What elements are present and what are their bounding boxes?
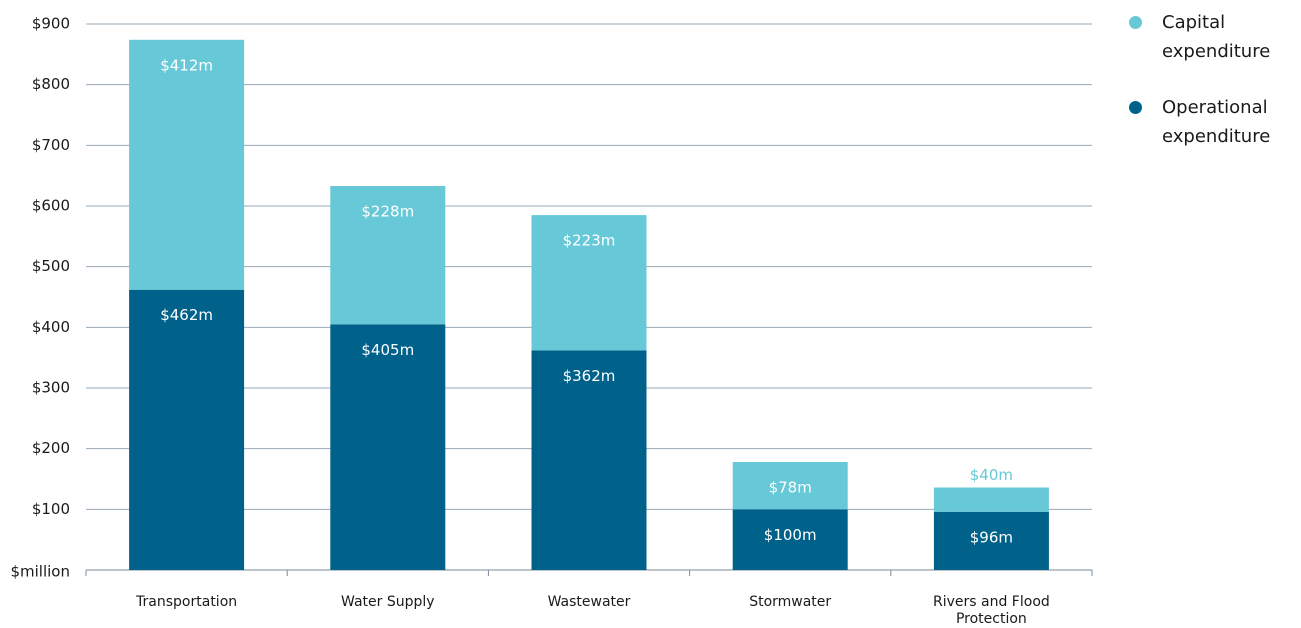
y-tick-label: $600 [32,197,70,215]
y-tick-label: $800 [32,75,70,93]
x-tick-label: Rivers and Flood Protection [933,594,1050,627]
bar-segment [933,511,1049,570]
bar-segment [330,324,446,570]
y-tick-label: $700 [32,136,70,154]
x-tick-label: Water Supply [341,594,435,610]
bar-segment [129,289,245,570]
bar-segment [531,350,647,570]
value-label: $362m [563,367,616,385]
value-label: $40m [970,466,1013,484]
value-label: $405m [361,341,414,359]
value-label: $78m [769,479,812,497]
legend-label: Capital expenditure [1162,12,1271,62]
x-tick-label: Stormwater [749,594,832,610]
value-label: $223m [563,232,616,250]
legend-swatch [1129,101,1142,114]
value-label: $412m [160,56,213,74]
bar-segment [732,509,848,570]
value-label: $96m [970,528,1013,546]
y-tick-label: $900 [32,15,70,33]
y-tick-label: $million [10,563,70,581]
bar-segment [732,462,848,510]
value-label: $462m [160,306,213,324]
x-tick-label: Transportation [136,594,238,610]
value-label: $228m [361,202,414,220]
value-label: $100m [764,526,817,544]
bar-segment [330,185,446,325]
bar-segment [129,39,245,290]
y-tick-label: $300 [32,379,70,397]
x-tick-label: Wastewater [547,594,631,610]
y-tick-label: $200 [32,439,70,457]
bar-segment [531,215,647,351]
y-tick-label: $400 [32,318,70,336]
y-tick-label: $500 [32,257,70,275]
legend-swatch [1129,16,1142,29]
legend-label: Operational expenditure [1162,97,1271,147]
y-tick-label: $100 [32,500,70,518]
bar-segment [933,487,1049,512]
